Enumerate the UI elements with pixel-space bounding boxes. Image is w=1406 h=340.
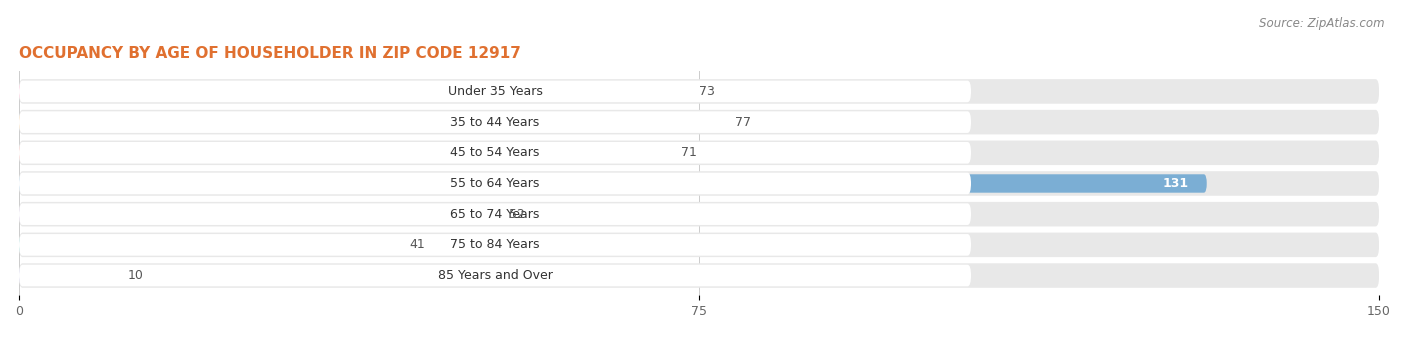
FancyBboxPatch shape [20, 266, 110, 285]
FancyBboxPatch shape [20, 236, 391, 254]
FancyBboxPatch shape [20, 234, 972, 256]
FancyBboxPatch shape [20, 142, 972, 164]
Text: 73: 73 [699, 85, 714, 98]
Text: 45 to 54 Years: 45 to 54 Years [450, 146, 540, 159]
FancyBboxPatch shape [20, 233, 1379, 257]
Text: Under 35 Years: Under 35 Years [447, 85, 543, 98]
Text: 65 to 74 Years: 65 to 74 Years [450, 208, 540, 221]
Text: 55 to 64 Years: 55 to 64 Years [450, 177, 540, 190]
FancyBboxPatch shape [20, 79, 1379, 104]
Text: 77: 77 [735, 116, 751, 129]
Text: 10: 10 [128, 269, 143, 282]
Text: 71: 71 [681, 146, 697, 159]
FancyBboxPatch shape [20, 202, 1379, 226]
FancyBboxPatch shape [20, 111, 972, 133]
FancyBboxPatch shape [20, 143, 662, 162]
FancyBboxPatch shape [20, 81, 972, 102]
Text: OCCUPANCY BY AGE OF HOUSEHOLDER IN ZIP CODE 12917: OCCUPANCY BY AGE OF HOUSEHOLDER IN ZIP C… [20, 46, 520, 61]
FancyBboxPatch shape [20, 203, 972, 225]
Text: 131: 131 [1163, 177, 1188, 190]
FancyBboxPatch shape [20, 174, 1206, 193]
Text: Source: ZipAtlas.com: Source: ZipAtlas.com [1260, 17, 1385, 30]
FancyBboxPatch shape [20, 263, 1379, 288]
FancyBboxPatch shape [20, 110, 1379, 134]
FancyBboxPatch shape [20, 265, 972, 286]
FancyBboxPatch shape [20, 205, 491, 223]
Text: 52: 52 [509, 208, 524, 221]
Text: 35 to 44 Years: 35 to 44 Years [450, 116, 540, 129]
FancyBboxPatch shape [20, 140, 1379, 165]
Text: 75 to 84 Years: 75 to 84 Years [450, 238, 540, 251]
Text: 85 Years and Over: 85 Years and Over [437, 269, 553, 282]
FancyBboxPatch shape [20, 173, 972, 194]
FancyBboxPatch shape [20, 82, 681, 101]
FancyBboxPatch shape [20, 171, 1379, 196]
FancyBboxPatch shape [20, 113, 717, 131]
Text: 41: 41 [409, 238, 425, 251]
